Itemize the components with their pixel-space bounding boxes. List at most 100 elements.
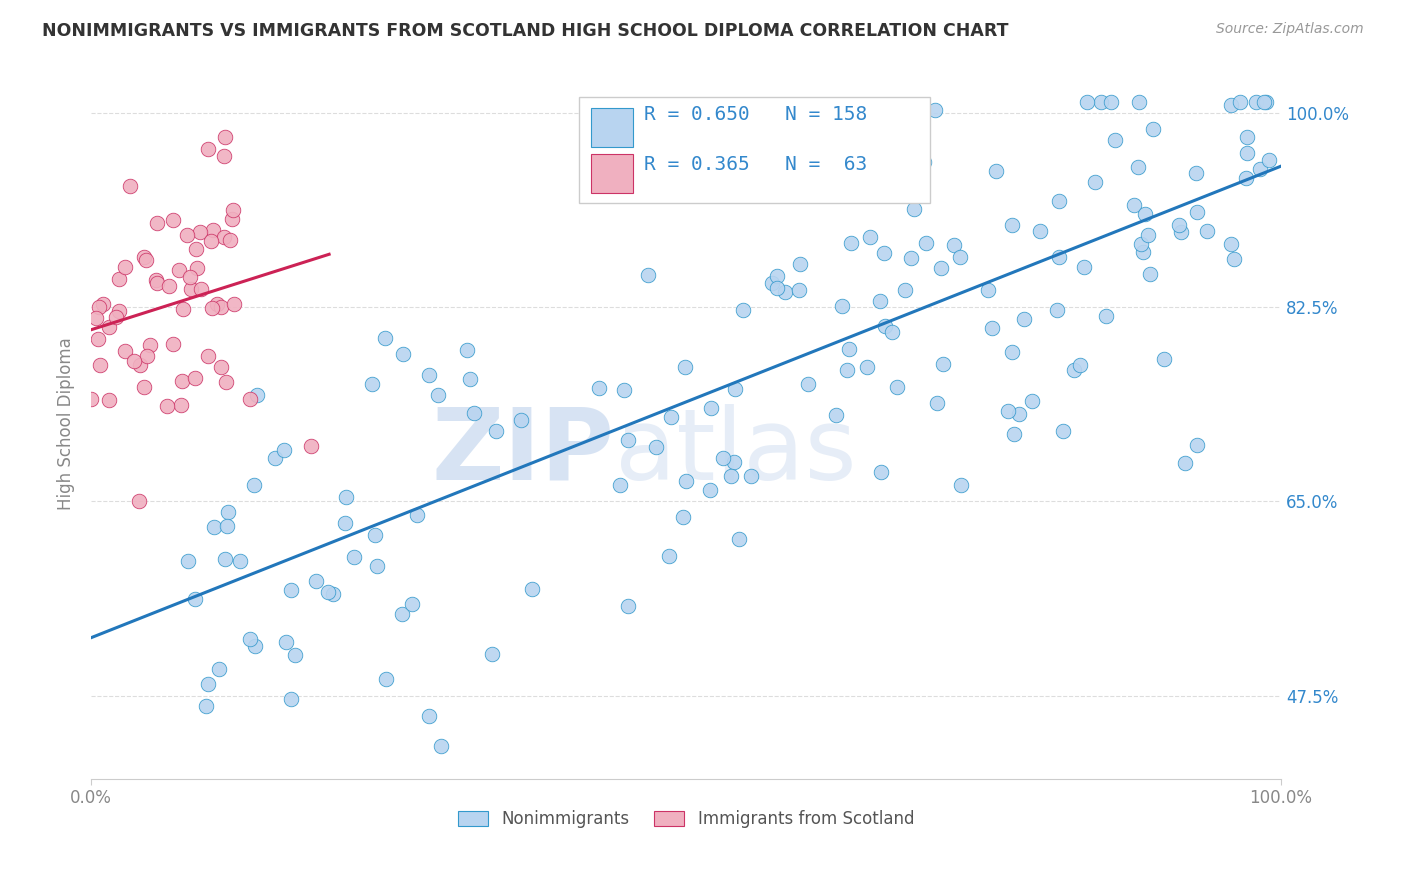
Point [1128, 95, 1150, 109]
Point [1029, 224, 1052, 238]
Point [929, 261, 952, 276]
Point [765, 269, 787, 284]
Point [1236, 129, 1258, 144]
Point [273, 442, 295, 457]
Point [1197, 225, 1219, 239]
Point [418, 709, 440, 723]
Point [658, 549, 681, 563]
Point [1170, 225, 1192, 239]
Point [1220, 98, 1243, 112]
Point [838, 342, 860, 356]
Point [221, 211, 243, 226]
Point [1012, 312, 1035, 326]
Point [104, 310, 127, 325]
Point [1129, 236, 1152, 251]
Point [984, 163, 1007, 178]
Point [1185, 438, 1208, 452]
Point [1133, 207, 1156, 221]
Point [1142, 121, 1164, 136]
Point [723, 455, 745, 469]
Point [284, 648, 307, 662]
Point [1220, 236, 1243, 251]
Point [645, 440, 668, 454]
Point [873, 246, 896, 260]
Point [1244, 95, 1267, 109]
Point [481, 647, 503, 661]
Point [727, 532, 749, 546]
Point [949, 251, 972, 265]
Point [157, 279, 180, 293]
Point [84, 311, 107, 326]
Point [509, 413, 531, 427]
Point [132, 251, 155, 265]
Point [132, 379, 155, 393]
Point [1234, 170, 1257, 185]
Point [1185, 166, 1208, 180]
Point [1229, 95, 1251, 109]
Text: NONIMMIGRANTS VS IMMIGRANTS FROM SCOTLAND HIGH SCHOOL DIPLOMA CORRELATION CHART: NONIMMIGRANTS VS IMMIGRANTS FROM SCOTLAN… [42, 22, 1008, 40]
Point [1095, 309, 1118, 323]
Point [343, 550, 366, 565]
Point [740, 469, 762, 483]
Point [401, 597, 423, 611]
Point [280, 692, 302, 706]
Point [406, 508, 429, 522]
Point [761, 276, 783, 290]
Point [184, 371, 207, 385]
Point [675, 474, 697, 488]
Point [1258, 153, 1281, 167]
Point [1073, 260, 1095, 275]
Point [711, 451, 734, 466]
Point [122, 353, 145, 368]
Point [205, 296, 228, 310]
Point [129, 359, 152, 373]
Point [299, 439, 322, 453]
Point [1099, 95, 1122, 109]
Text: R = 0.365   N =  63: R = 0.365 N = 63 [644, 155, 868, 174]
Point [1136, 227, 1159, 242]
Point [215, 519, 238, 533]
Point [361, 376, 384, 391]
Point [1153, 351, 1175, 366]
Point [859, 230, 882, 244]
Point [977, 283, 1000, 297]
Point [787, 283, 810, 297]
Point [391, 607, 413, 622]
Point [724, 382, 747, 396]
Point [1047, 194, 1070, 209]
Text: Source: ZipAtlas.com: Source: ZipAtlas.com [1216, 22, 1364, 37]
Point [87, 300, 110, 314]
Point [915, 235, 938, 250]
Bar [591, 153, 633, 193]
Point [825, 408, 848, 422]
Point [1139, 267, 1161, 281]
Point [201, 301, 224, 315]
Point [720, 469, 742, 483]
Point [766, 281, 789, 295]
Point [1069, 358, 1091, 372]
Point [114, 343, 136, 358]
Point [145, 273, 167, 287]
Point [733, 303, 755, 318]
Point [188, 225, 211, 239]
Point [463, 406, 485, 420]
Point [738, 106, 761, 120]
Point [924, 103, 946, 118]
Point [212, 229, 235, 244]
Point [246, 388, 269, 402]
Point [903, 202, 925, 217]
Point [853, 170, 876, 185]
Point [186, 243, 208, 257]
Point [176, 554, 198, 568]
Point [458, 372, 481, 386]
Point [1187, 205, 1209, 219]
Point [699, 483, 721, 498]
Point [886, 380, 908, 394]
Point [215, 375, 238, 389]
Point [305, 574, 328, 589]
Point [239, 392, 262, 406]
Point [835, 363, 858, 377]
Point [197, 142, 219, 156]
Point [1021, 393, 1043, 408]
Point [672, 510, 695, 524]
